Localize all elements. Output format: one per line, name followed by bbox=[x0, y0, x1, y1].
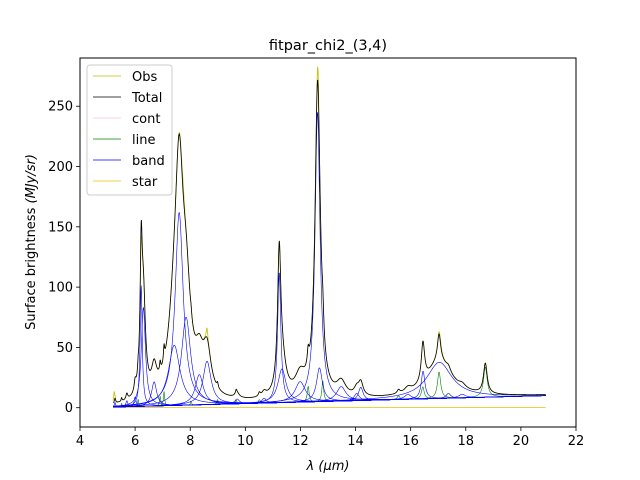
y-axis-label: Surface brightness (MJy/sr) bbox=[24, 154, 39, 330]
band-component-15 bbox=[113, 381, 546, 408]
ticks-layer: 4 6 8 10 12 14 16 18 20 22 0 50 100 150 200 250 bbox=[48, 100, 584, 449]
x-tick-label-14: 14 bbox=[347, 434, 364, 449]
x-axis-symbol: λ bbox=[306, 459, 315, 474]
band-component-9 bbox=[113, 374, 546, 408]
x-tick-label-12: 12 bbox=[292, 434, 309, 449]
x-axis-unit: (μm) bbox=[318, 459, 349, 474]
legend-label-line: line bbox=[132, 133, 155, 148]
x-tick-label-8: 8 bbox=[186, 434, 194, 449]
x-tick-label-18: 18 bbox=[458, 434, 475, 449]
x-tick-label-20: 20 bbox=[513, 434, 530, 449]
y-axis-unit: (MJy/sr) bbox=[24, 154, 39, 203]
y-tick-label-100: 100 bbox=[48, 281, 73, 296]
x-tick-label-22: 22 bbox=[568, 434, 585, 449]
y-axis-text: Surface brightness bbox=[24, 207, 39, 329]
legend-label-obs: Obs bbox=[132, 70, 157, 85]
band-component-25 bbox=[113, 393, 546, 408]
plot-frame bbox=[79, 57, 577, 428]
x-tick-label-16: 16 bbox=[402, 434, 419, 449]
y-tick-label-150: 150 bbox=[48, 220, 73, 235]
x-tick-label-4: 4 bbox=[76, 434, 84, 449]
band-component-3 bbox=[113, 285, 546, 408]
chart-title: fitpar_chi2_(3,4) bbox=[269, 38, 387, 54]
total-series bbox=[112, 79, 546, 404]
legend: Obs Total cont line band star bbox=[86, 64, 173, 196]
legend-box bbox=[86, 64, 173, 196]
x-tick-label-10: 10 bbox=[237, 434, 254, 449]
y-tick-label-0: 0 bbox=[65, 401, 73, 416]
y-tick-label-250: 250 bbox=[48, 100, 73, 115]
line-component-9 bbox=[113, 381, 546, 408]
legend-label-cont: cont bbox=[132, 112, 160, 127]
y-tick-label-50: 50 bbox=[56, 341, 73, 356]
band-component-5 bbox=[113, 381, 546, 408]
band-component-16 bbox=[113, 112, 546, 408]
legend-label-band: band bbox=[132, 154, 165, 169]
series-layer bbox=[112, 66, 546, 408]
obs-series bbox=[112, 66, 546, 403]
y-tick-label-200: 200 bbox=[48, 160, 73, 175]
legend-label-total: Total bbox=[131, 91, 162, 106]
legend-label-star: star bbox=[132, 175, 158, 190]
x-tick-label-6: 6 bbox=[131, 434, 139, 449]
x-axis-label: λ (μm) bbox=[306, 459, 350, 474]
